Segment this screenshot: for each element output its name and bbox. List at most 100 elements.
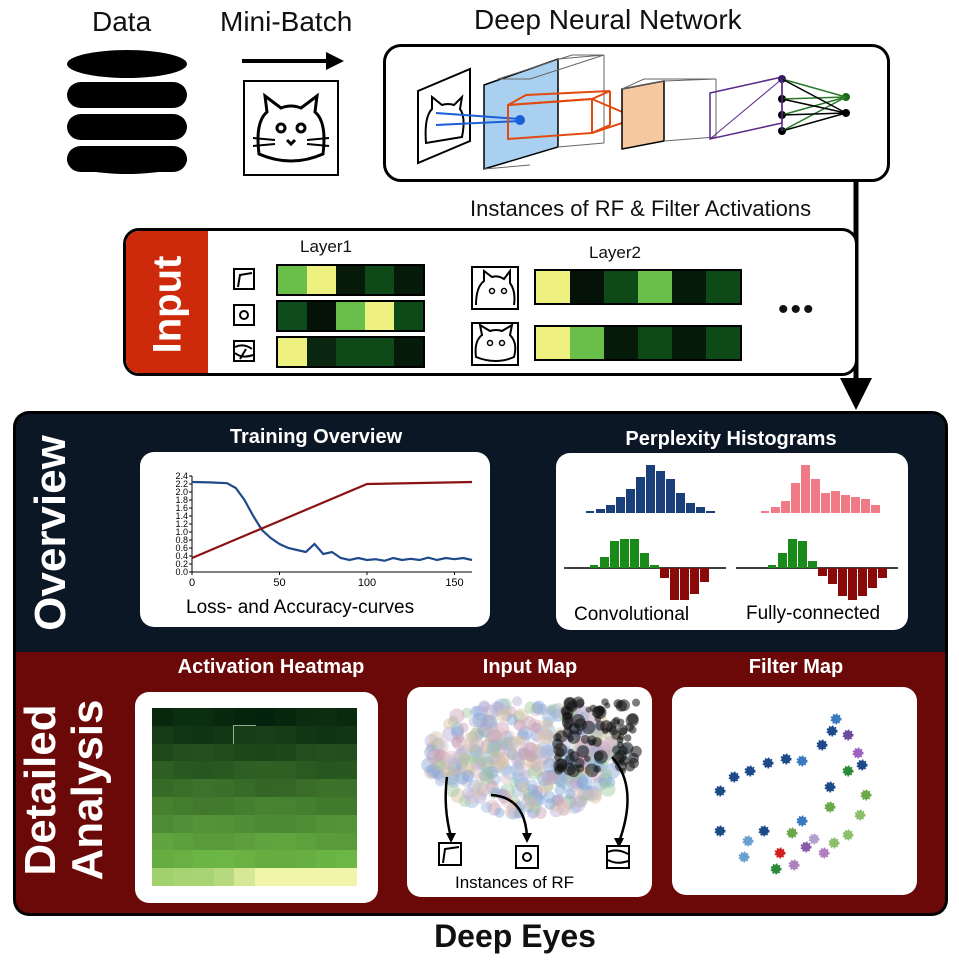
input-map-point	[443, 750, 459, 767]
heatmap-cell	[295, 796, 316, 815]
input-map-point	[515, 777, 530, 793]
layer1-activation-row	[276, 336, 425, 368]
heatmap-cell	[275, 779, 296, 797]
heatmap-cell	[295, 850, 316, 869]
input-map-point	[472, 712, 488, 728]
heatmap-cell	[316, 779, 337, 797]
input-map-point	[517, 781, 529, 793]
heatmap-cell	[213, 725, 234, 744]
input-map-point	[464, 731, 476, 743]
input-map-point	[430, 737, 446, 753]
input-map-point	[527, 784, 539, 795]
input-map-point	[517, 728, 529, 740]
rf-thumb-1-shape	[442, 846, 460, 864]
arrow-right-icon	[242, 52, 344, 70]
filter-map-point	[800, 841, 812, 853]
x-tick-label: 0	[189, 577, 195, 589]
heatmap-cell	[152, 850, 173, 869]
heatmap-cell	[152, 814, 173, 833]
input-map-dark-point	[562, 727, 573, 738]
heatmap-cell	[213, 796, 234, 815]
input-map-point	[573, 794, 587, 808]
activation-heatmap-grid	[152, 708, 357, 886]
filter-map-point	[758, 825, 770, 837]
input-map-point	[486, 729, 501, 744]
data-label: Data	[92, 6, 152, 37]
input-map-dark-point	[552, 738, 563, 750]
filter-map-point	[742, 835, 754, 847]
layer2-activation-cell	[638, 327, 672, 359]
heatmap-cell	[213, 814, 234, 833]
layer2-activation-cell	[536, 271, 570, 303]
input-map-point	[499, 738, 513, 752]
input-map-point	[469, 737, 485, 753]
input-map-point	[501, 729, 515, 744]
input-map-point	[506, 735, 521, 751]
input-map-point	[517, 747, 531, 761]
heatmap-cell	[254, 850, 275, 869]
heatmap-cell	[336, 761, 357, 780]
input-map-point	[487, 728, 502, 744]
input-map-point	[482, 749, 499, 765]
input-map-point	[450, 726, 464, 740]
input-map-arrowhead	[614, 838, 624, 848]
input-map-point	[564, 788, 576, 800]
heatmap-cell	[234, 868, 255, 886]
heatmap-cell	[152, 743, 173, 762]
input-map-point	[541, 770, 557, 786]
input-map-point	[531, 720, 546, 735]
input-map-point	[458, 794, 472, 807]
fc-label: Fully-connected	[746, 603, 881, 624]
input-map-point	[486, 779, 497, 790]
input-map-point	[560, 776, 576, 792]
input-map-point	[541, 729, 554, 742]
y-tick-label: 2.0	[175, 487, 188, 497]
heatmap-cell	[172, 850, 193, 869]
conv-label: Convolutional	[574, 604, 690, 625]
y-tick-label: 1.4	[175, 511, 188, 521]
heatmap-cell	[316, 832, 337, 851]
input-map-point	[455, 770, 470, 785]
input-map-point	[458, 757, 469, 768]
input-map-point	[511, 752, 523, 764]
input-map-point	[494, 807, 505, 818]
input-map-point	[459, 760, 475, 776]
heatmap-cell	[172, 796, 193, 815]
heatmap-cell	[254, 796, 275, 815]
training-overview-title: Training Overview	[229, 426, 403, 448]
input-map-point	[525, 749, 538, 763]
input-map-point	[551, 794, 563, 807]
input-map-point	[465, 737, 480, 752]
dnn-diagram	[417, 54, 850, 171]
input-map-point	[458, 752, 471, 766]
input-map-point	[433, 749, 446, 761]
input-map-point	[502, 765, 517, 780]
input-map-point	[513, 708, 529, 725]
input-map-point	[604, 736, 616, 747]
input-map-point	[548, 771, 562, 785]
input-map-point	[561, 794, 577, 810]
heatmap-cell	[234, 814, 255, 833]
input-map-point	[552, 772, 568, 787]
input-map-point	[501, 710, 512, 722]
filter-map-point	[852, 747, 864, 759]
filter-map-point	[744, 765, 756, 777]
input-map-point	[475, 783, 490, 797]
x-tick-label: 50	[273, 577, 285, 589]
input-map-point	[445, 782, 460, 797]
activation-heatmap-card	[135, 692, 378, 903]
input-map-point	[527, 764, 543, 780]
input-map-point	[582, 785, 598, 802]
input-map-point	[545, 770, 558, 782]
heatmap-cell	[193, 814, 214, 833]
accuracy-line	[191, 480, 473, 560]
input-map-point	[506, 748, 519, 760]
input-map-point	[481, 766, 495, 779]
heatmap-cell	[193, 725, 214, 744]
input-map-point	[486, 799, 499, 812]
input-map-point	[498, 739, 510, 750]
minibatch-cat-box	[243, 80, 339, 176]
input-map-point	[537, 703, 549, 716]
heatmap-cell	[336, 814, 357, 833]
input-map-dark-point	[556, 763, 565, 772]
